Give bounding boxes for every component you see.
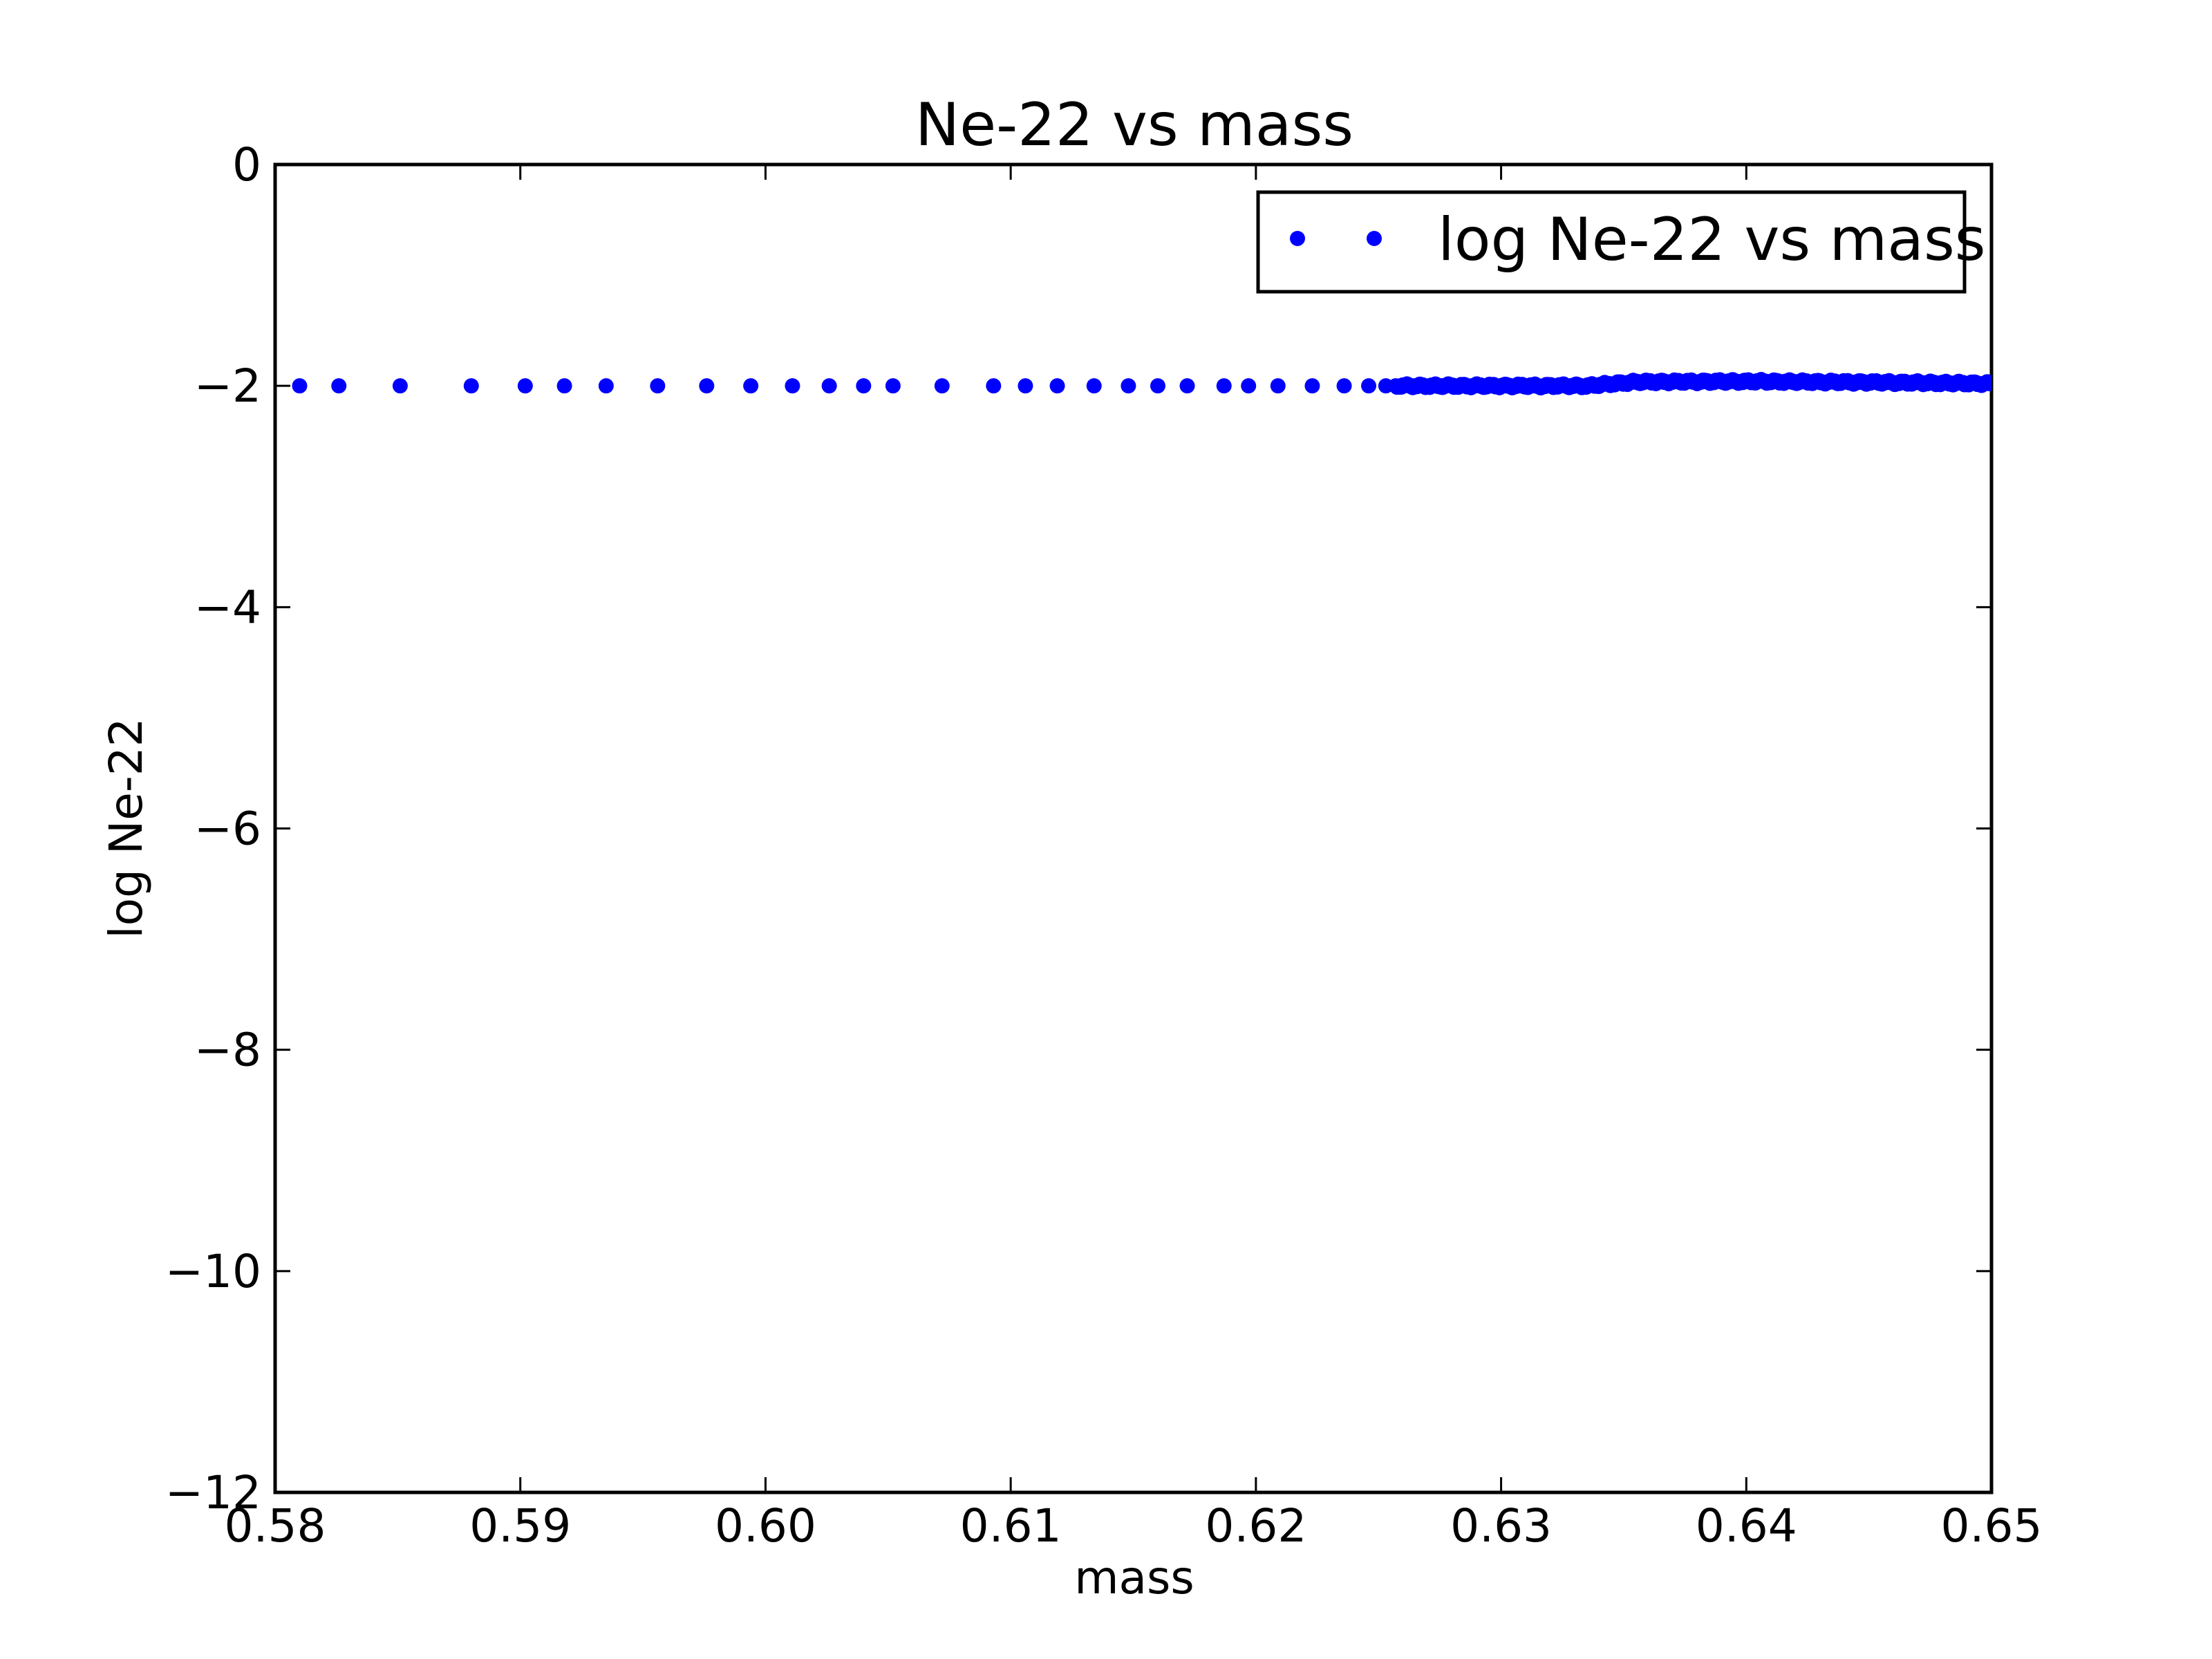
data-point <box>1270 378 1286 394</box>
x-tick-label: 0.62 <box>1205 1499 1306 1553</box>
y-tick-label: 0 <box>232 138 261 191</box>
tick-labels: 0.58 0.59 0.60 0.61 0.62 0.63 0.64 0.65 0 −2 −4 −6 −… <box>165 138 2043 1553</box>
data-point <box>1179 378 1195 394</box>
data-point <box>392 378 408 394</box>
x-tick-label: 0.58 <box>225 1499 326 1553</box>
data-point <box>331 378 347 394</box>
data-point <box>821 378 837 394</box>
plot-area-border <box>273 162 1994 1494</box>
data-point <box>1049 378 1065 394</box>
data-point <box>1086 378 1102 394</box>
x-tick-label: 0.60 <box>715 1499 816 1553</box>
tick-marks <box>274 163 1993 1494</box>
data-point <box>885 378 901 394</box>
data-point <box>1216 378 1232 394</box>
data-point <box>650 378 666 394</box>
data-point <box>934 378 950 394</box>
data-point <box>598 378 614 394</box>
data-point <box>785 378 800 394</box>
data-point <box>856 378 872 394</box>
data-point <box>463 378 479 394</box>
data-point <box>699 378 715 394</box>
y-tick-label: −8 <box>194 1024 261 1077</box>
legend-marker-dot <box>1367 231 1382 246</box>
x-tick-label: 0.65 <box>1941 1499 2043 1553</box>
data-point <box>1150 378 1165 394</box>
data-point <box>1984 375 1991 391</box>
legend-marker-dot <box>1290 231 1305 246</box>
y-tick-label: −2 <box>194 359 261 413</box>
x-tick-label: 0.59 <box>469 1499 571 1553</box>
y-tick-label: −10 <box>165 1245 261 1298</box>
data-point <box>517 378 533 394</box>
data-point <box>292 378 308 394</box>
x-tick-label: 0.63 <box>1450 1499 1552 1553</box>
data-point <box>556 378 572 394</box>
y-axis-label: log Ne-22 <box>100 718 153 938</box>
data-point <box>1018 378 1033 394</box>
data-point <box>1241 378 1257 394</box>
x-tick-label: 0.64 <box>1696 1499 1797 1553</box>
y-tick-label: −4 <box>194 581 261 634</box>
data-point <box>743 378 759 394</box>
y-tick-label: −12 <box>165 1466 261 1519</box>
data-point <box>986 378 1002 394</box>
legend: log Ne-22 vs mass <box>1256 190 1986 294</box>
data-point <box>1361 378 1377 394</box>
x-tick-label: 0.61 <box>960 1499 1062 1553</box>
data-point <box>1304 378 1320 394</box>
data-point <box>1336 378 1352 394</box>
chart-title: Ne-22 vs mass <box>915 91 1353 160</box>
x-axis-label: mass <box>1074 1551 1194 1604</box>
y-tick-label: −6 <box>194 803 261 856</box>
scatter-series <box>292 372 1991 396</box>
legend-entry-label: log Ne-22 vs mass <box>1438 205 1986 274</box>
data-point <box>1121 378 1136 394</box>
